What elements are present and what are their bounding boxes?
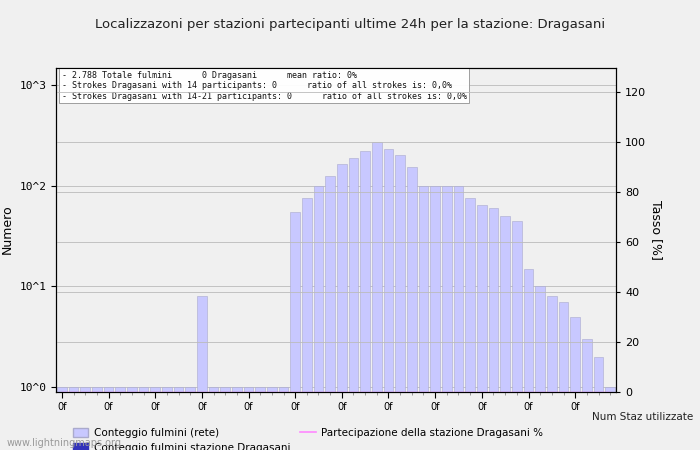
Y-axis label: Tasso [%]: Tasso [%] xyxy=(650,199,663,260)
Bar xyxy=(69,387,78,450)
Bar xyxy=(477,205,486,450)
Legend: Conteggio fulmini (rete), Conteggio fulmini stazione Dragasani, Partecipazione d: Conteggio fulmini (rete), Conteggio fulm… xyxy=(69,423,547,450)
Bar xyxy=(454,186,463,450)
Bar xyxy=(116,387,125,450)
Bar xyxy=(500,216,510,450)
Bar xyxy=(547,296,556,450)
Bar xyxy=(290,212,300,450)
Bar xyxy=(395,156,405,450)
Bar xyxy=(150,387,160,450)
Bar xyxy=(570,317,580,450)
Bar xyxy=(104,387,113,450)
Bar xyxy=(536,286,545,450)
Text: - 2.788 Totale fulmini      0 Dragasani      mean ratio: 0%
- Strokes Dragasani : - 2.788 Totale fulmini 0 Dragasani mean … xyxy=(62,71,467,100)
Bar xyxy=(244,387,253,450)
Bar xyxy=(360,151,370,450)
Bar xyxy=(80,387,90,450)
Bar xyxy=(442,186,452,450)
Bar xyxy=(384,149,393,450)
Bar xyxy=(92,387,102,450)
Bar xyxy=(174,387,183,450)
Bar xyxy=(232,387,242,450)
Bar xyxy=(57,387,66,450)
Bar xyxy=(209,387,218,450)
Bar xyxy=(430,186,440,450)
Bar xyxy=(419,186,428,450)
Bar xyxy=(337,164,346,450)
Bar xyxy=(372,142,382,450)
Bar xyxy=(139,387,148,450)
Bar xyxy=(407,166,416,450)
Bar xyxy=(466,198,475,450)
Bar xyxy=(256,387,265,450)
Bar xyxy=(220,387,230,450)
Bar xyxy=(314,186,323,450)
Bar xyxy=(582,339,591,450)
Bar xyxy=(326,176,335,450)
Bar xyxy=(606,387,615,450)
Text: Num Staz utilizzate: Num Staz utilizzate xyxy=(592,412,693,422)
Bar xyxy=(279,387,288,450)
Bar xyxy=(559,302,568,450)
Bar xyxy=(162,387,172,450)
Bar xyxy=(594,357,603,450)
Y-axis label: Numero: Numero xyxy=(1,205,14,254)
Text: www.lightningmaps.org: www.lightningmaps.org xyxy=(7,437,122,447)
Bar xyxy=(489,208,498,450)
Bar xyxy=(267,387,276,450)
Bar xyxy=(302,198,312,450)
Bar xyxy=(349,158,358,450)
Bar xyxy=(186,387,195,450)
Bar xyxy=(524,269,533,450)
Text: Localizzazoni per stazioni partecipanti ultime 24h per la stazione: Dragasani: Localizzazoni per stazioni partecipanti … xyxy=(95,18,605,31)
Bar xyxy=(127,387,136,450)
Bar xyxy=(512,220,522,450)
Bar xyxy=(197,296,206,450)
